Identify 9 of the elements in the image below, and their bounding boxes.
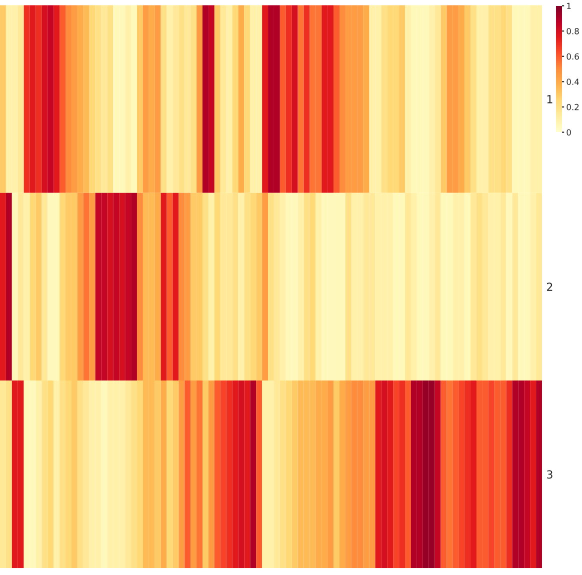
color-bar-label: 0.4: [566, 78, 579, 85]
y-tick-label: 1: [547, 95, 552, 104]
color-bar-label: 0.2: [566, 104, 579, 110]
y-tick-label: 2: [546, 282, 552, 291]
y-tick-label: 3: [547, 470, 552, 479]
color-bar-label: 1: [567, 2, 571, 9]
color-bar-label: 0.6: [566, 53, 579, 60]
color-bar-label: 0: [566, 129, 571, 136]
color-bar-label: 0.8: [566, 28, 579, 34]
